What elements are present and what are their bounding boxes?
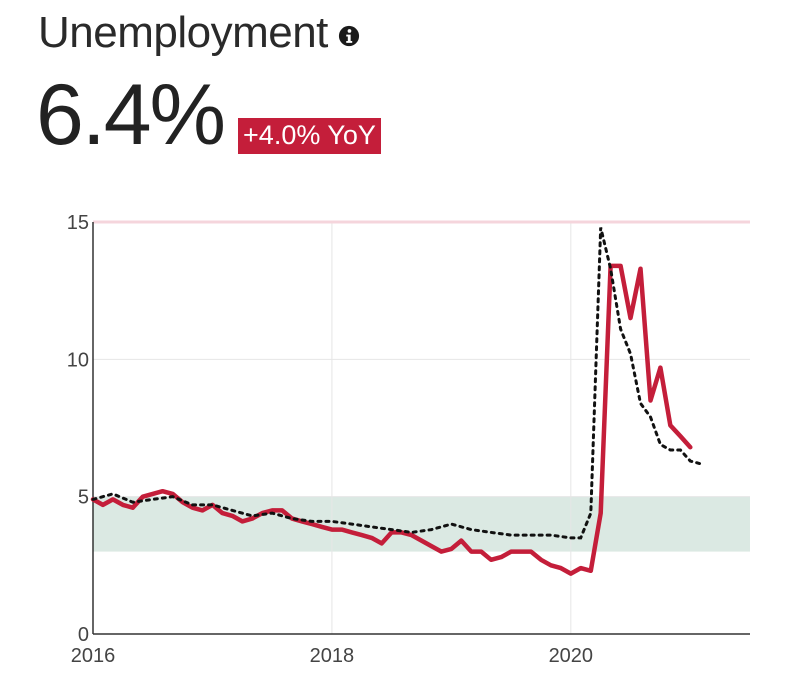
- y-tick-label: 10: [67, 349, 89, 371]
- chart-title: Unemployment: [38, 8, 328, 57]
- y-tick-label: 15: [67, 212, 89, 234]
- y-tick-label: 0: [78, 624, 89, 646]
- x-tick-label: 2020: [549, 645, 594, 667]
- yoy-change-badge: +4.0% YoY: [238, 118, 381, 154]
- info-icon[interactable]: [338, 25, 360, 47]
- y-tick-label: 5: [78, 487, 89, 509]
- x-tick-label: 2016: [71, 645, 116, 667]
- current-value: 6.4%: [36, 67, 226, 163]
- headline-value-row: 6.4% +4.0% YoY: [36, 72, 381, 158]
- unemployment-chart: 0 5 10 15 2016 2018 2020: [67, 212, 750, 667]
- unemployment-series-line: [90, 263, 693, 576]
- dotted-series-line: [91, 227, 702, 540]
- chart-header: Unemployment: [38, 8, 360, 58]
- x-tick-label: 2018: [310, 645, 355, 667]
